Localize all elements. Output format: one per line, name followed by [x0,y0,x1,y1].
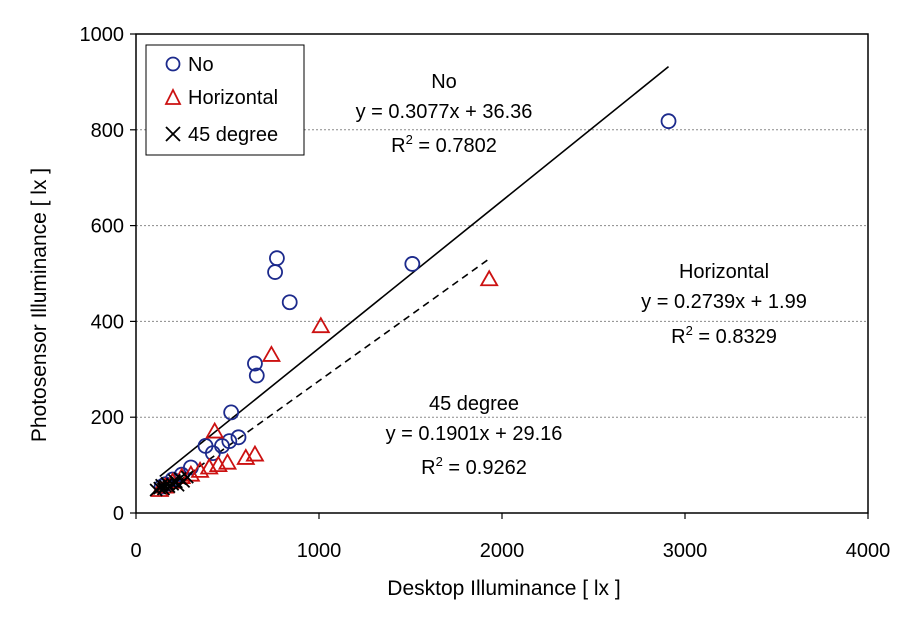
legend-label-45-degree: 45 degree [188,124,278,146]
x-tick-label-0: 0 [130,540,141,562]
point-horizontal-8 [199,457,219,475]
y-tick-label-0: 0 [113,503,124,525]
annotation-no: No y = 0.3077x + 36.36 R2 = 0.7802 [356,71,533,157]
annotation-horizontal-equation: y = 0.2739x + 1.99 [641,291,807,313]
point-no-1 [404,256,421,272]
annotation-45-degree: 45 degree y = 0.1901x + 29.16 R2 = 0.926… [386,393,563,479]
point-horizontal-4 [245,444,265,462]
point-no-6 [248,367,265,384]
point-horizontal-0 [479,269,499,287]
circle-marker-icon [165,56,181,72]
point-horizontal-7 [208,455,228,473]
annotation-horizontal: Horizontal y = 0.2739x + 1.99 R2 = 0.832… [641,261,807,348]
x-tick-label-2000: 2000 [480,540,525,562]
x-axis-title: Desktop Illuminance [ lx ] [387,577,620,600]
point-no-3 [267,264,283,280]
axis-ticks: 0 200 400 600 800 1000 0 1000 2000 3000 4000 [80,24,891,562]
y-tick-label-200: 200 [91,407,124,429]
x-marker-icon [165,126,181,142]
legend-label-horizontal: Horizontal [188,87,278,109]
point-no-7 [223,404,240,421]
point-no-12 [204,445,221,462]
legend-item-no: No [165,54,214,76]
annotation-horizontal-r2: R2 = 0.8329 [671,323,777,348]
point-no-0 [660,113,677,130]
y-tick-label-600: 600 [91,216,124,238]
annotation-no-title: No [431,71,457,93]
y-tick-label-800: 800 [91,120,124,142]
point-45-degree-13 [156,482,171,496]
y-axis-title: Photosensor Illuminance [ lx ] [28,168,51,442]
y-tick-label-400: 400 [91,311,124,333]
x-tick-label-3000: 3000 [663,540,708,562]
point-horizontal-9 [190,461,210,478]
legend-label-no: No [188,54,214,76]
point-horizontal-6 [217,452,238,470]
annotation-45-degree-r2: R2 = 0.9262 [421,454,527,479]
legend: No Horizontal 45 degree [145,44,305,156]
point-no-8 [230,429,247,446]
annotation-45-degree-equation: y = 0.1901x + 29.16 [386,423,563,445]
annotation-horizontal-title: Horizontal [679,261,769,283]
point-no-5 [247,355,263,372]
point-45-degree-12 [180,470,194,484]
x-tick-label-1000: 1000 [297,540,342,562]
triangle-marker-icon [164,87,182,105]
point-horizontal-5 [236,448,256,465]
point-horizontal-1 [311,316,331,334]
annotation-no-r2: R2 = 0.7802 [391,132,497,157]
annotation-45-degree-title: 45 degree [429,393,519,415]
annotation-no-equation: y = 0.3077x + 36.36 [356,101,533,123]
point-horizontal-2 [261,345,281,362]
legend-item-45-degree: 45 degree [165,124,278,146]
y-tick-label-1000: 1000 [80,24,125,46]
legend-box [145,44,305,156]
legend-item-horizontal: Horizontal [164,87,278,109]
x-tick-label-4000: 4000 [846,540,891,562]
data-points [149,113,677,497]
trendline-horizontal [159,258,490,496]
point-horizontal-3 [205,421,225,439]
point-no-4 [281,294,298,311]
